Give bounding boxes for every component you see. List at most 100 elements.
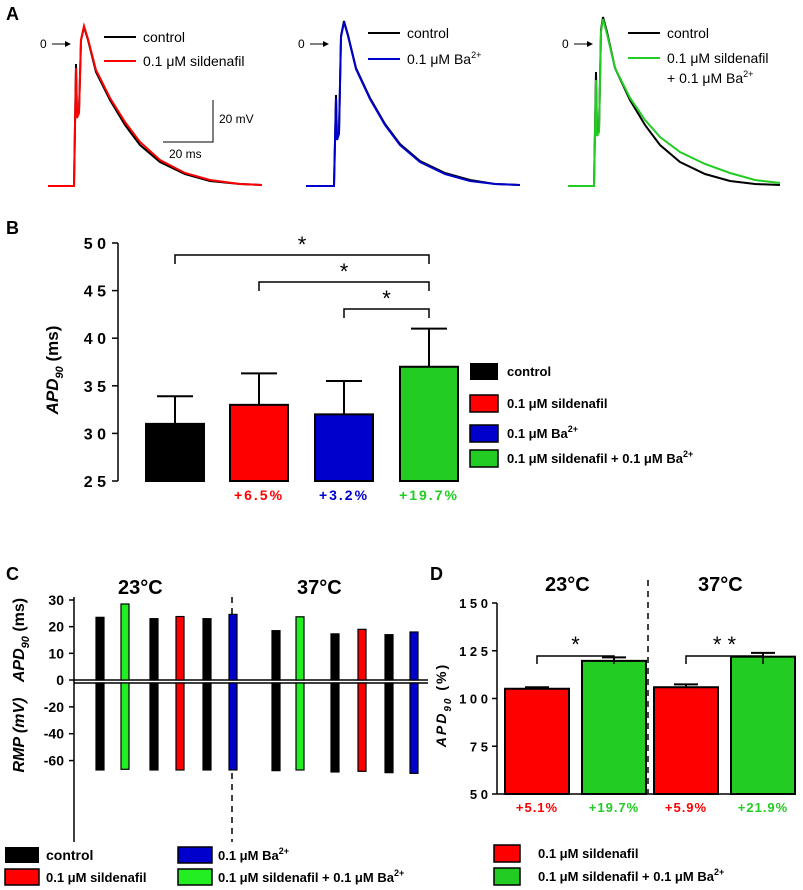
panel-c-rmp-bar-control [149,682,159,771]
legend-a2-sup: 2+ [471,50,481,60]
panel-b-sig-star: * [298,232,307,257]
panel-c-ylabel-top-unit: (ms) [11,598,28,636]
legend-a2-text-1: control [407,25,449,41]
scale-x-label: 20 ms [169,147,202,161]
panel-b-ytick-label: 3 0 [84,426,106,443]
trace-2-control [306,20,521,187]
panel-d-percent-sildenafil: +5.1% [516,800,558,815]
legend-b-sildenafil: 0.1 μM sildenafil [507,396,607,411]
legend-b-combo: 0.1 μM sildenafil + 0.1 μM Ba2+ [507,449,693,466]
legend-c-swatch-barium [177,846,213,864]
trace-1-sildenafil [48,22,263,187]
panel-b-ylabel-main: APD [43,378,62,415]
panel-b-significance: * * * [174,232,430,318]
panel-c-rmp-bar-combo [120,682,130,770]
panel-d-label: D [430,564,443,584]
panel-c-rmp-bar-combo [295,682,305,771]
panel-b-ytick-label: 4 0 [84,331,106,348]
panel-b-bar-barium [314,413,374,482]
legend-c-swatch-sildenafil [4,868,40,886]
scale-bar [163,100,214,143]
legend-b-combo-main: 0.1 μM sildenafil + 0.1 μM Ba [507,451,684,466]
panel-c-apd-bar-barium [409,631,419,681]
panel-c-apd-bar-control [271,630,281,681]
panel-d-bar-sildenafil [653,686,719,796]
legend-b-barium-sup: 2+ [568,424,578,434]
legend-b-combo-sup: 2+ [683,449,693,459]
panel-c-ytick-top-label: 30 [48,592,64,608]
panel-d-ylabel-sub: 90 [443,696,454,711]
panel-d-ylabel: APD90 (%) [433,663,454,748]
panel-c-ytick-top-label: 10 [48,645,64,661]
panel-c-apd-bar-sildenafil [357,628,367,681]
panel-c-temp-23: 23°C [118,577,163,599]
panel-b-sig-bracket [174,254,430,264]
trace-3-combo [568,18,781,187]
panel-c-ytick-top-label: 0 [56,672,64,688]
panel-d-bars [504,651,796,796]
panel-b-label: B [6,218,19,238]
legend-a3-text-2: 0.1 μM sildenafil [667,50,768,66]
panel-c-rmp-bar-barium [228,682,238,771]
legend-d-combo-sup: 2+ [714,867,724,877]
panel-c-rmp-bar-control [95,682,105,771]
panel-c-ylabel-top: APD90 (ms) [11,598,32,683]
panel-c-apd-bar-control [384,634,394,681]
legend-a2-text-2: 0.1 μM Ba2+ [407,50,481,67]
panel-d-bar-combo [581,659,647,795]
panel-a-traces: 0 control 0.1 μM sildenafil 20 mV 20 ms … [40,16,781,187]
legend-a3-text-3-main: + 0.1 μM Ba [667,70,743,86]
panel-d-sig-star: * * [713,632,737,657]
panel-c-rmp-bar-sildenafil [175,682,185,771]
legend-c-swatch-combo [177,868,213,886]
legend-b-swatch-combo [469,449,499,468]
scale-y-label: 20 mV [219,112,254,126]
panel-b-percent-barium: +3.2% [319,487,369,503]
legend-c-barium-sup: 2+ [279,846,289,856]
panel-c-rmp-bar-sildenafil [357,682,367,772]
panel-c-rmp-bar-control [384,682,394,774]
panel-d-ytick-label: 1 2 5 [459,644,488,659]
legend-d-swatch-combo [493,867,521,886]
panel-c-apd-bar-control [330,633,340,681]
panel-d-sig-star: * [571,632,580,657]
panel-c-apd-bar-combo [295,616,305,681]
panel-c-rmp-bar-control [271,682,281,772]
panel-c-apd-bar-barium [228,613,238,681]
legend-b-barium-main: 0.1 μM Ba [507,426,568,441]
panel-d-percent-sildenafil: +5.9% [665,800,707,815]
legend-b-swatch-sildenafil [469,394,499,413]
panel-d-ytick-label: 1 0 0 [459,692,488,707]
panel-d-significance: * * * [536,632,764,664]
panel-b-bar-combo [399,365,459,483]
panel-c-ytick-bottom-label: -60 [44,753,64,769]
panel-c-ylabel-top-sub: 90 [20,635,32,648]
panel-b-sig-bracket [258,281,430,291]
legend-d-combo: 0.1 μM sildenafil + 0.1 μM Ba2+ [538,867,724,884]
panel-b-axis: 2 5 3 0 3 5 4 0 4 5 5 0 [84,236,119,491]
panel-c-ylabel-bottom: RMP (mV) [11,698,28,773]
panel-c-rmp-bar-control [202,682,212,771]
panel-c-ytick-bottom-label: -40 [44,726,64,742]
panel-b-ytick-label: 2 5 [84,474,106,491]
panel-c-apd-bar-sildenafil [175,615,185,681]
panel-d-ylabel-unit: (%) [433,663,449,697]
panel-c-apd-bar-control [149,618,159,681]
panel-b-ylabel: APD90 (ms) [43,326,66,416]
panel-d-chart: 23°C 37°C 5 0 7 5 1 0 0 1 2 5 1 5 0 * * * +5.… [433,574,796,886]
legend-c-sildenafil: 0.1 μM sildenafil [46,870,146,885]
panel-b-ytick-label: 3 5 [84,379,106,396]
panel-d-bar-sildenafil [504,687,570,795]
panel-c-ytick-top-label: 20 [48,619,64,635]
panel-d-percent-combo: +19.7% [589,800,639,815]
panel-b-sig-bracket [343,308,430,318]
legend-a3-sup: 2+ [743,69,753,79]
panel-b-bar-sildenafil [229,403,289,482]
panel-d-sig-bracket [685,655,764,664]
legend-a2-text-2-main: 0.1 μM Ba [407,51,471,67]
panel-b-ytick-label: 5 0 [84,236,106,253]
panel-c-chart: 23°C 37°C 0 10 20 30 -20 -40 -60 APD90 (ms) RM… [4,577,428,886]
panel-d-temp-37: 37°C [698,574,743,596]
panel-d-sig-bracket [536,655,615,664]
